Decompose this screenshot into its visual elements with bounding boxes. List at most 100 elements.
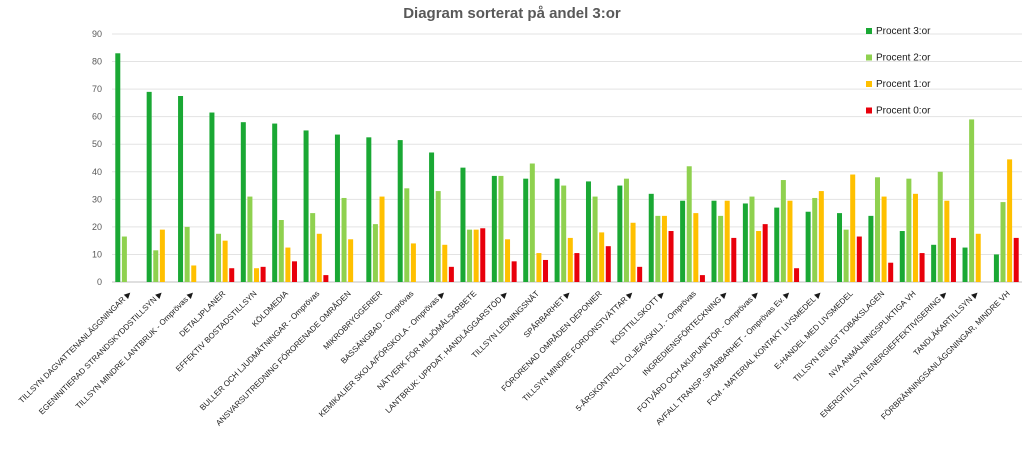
bar-procent-1-or-23 bbox=[850, 174, 856, 282]
bar-procent-2-or-20 bbox=[749, 196, 755, 282]
bar-procent-2-or-12 bbox=[498, 175, 504, 282]
bar-procent-3-or-23 bbox=[837, 213, 843, 282]
bar-procent-3-or-15 bbox=[585, 181, 591, 282]
bar-procent-2-or-5 bbox=[278, 220, 284, 282]
bar-procent-1-or-24 bbox=[881, 196, 887, 282]
bar-procent-1-or-13 bbox=[536, 253, 542, 282]
bar-procent-1-or-1 bbox=[159, 229, 165, 282]
y-tick-label: 0 bbox=[97, 277, 102, 287]
bar-procent-1-or-27 bbox=[975, 233, 981, 282]
bar-procent-1-or-4 bbox=[254, 268, 260, 282]
bar-procent-0-or-26 bbox=[950, 237, 956, 282]
bar-procent-2-or-25 bbox=[906, 178, 912, 282]
bar-procent-3-or-13 bbox=[523, 178, 529, 282]
bar-procent-0-or-13 bbox=[543, 259, 549, 282]
bar-procent-2-or-6 bbox=[310, 213, 316, 282]
bars bbox=[115, 53, 1019, 283]
bar-procent-3-or-4 bbox=[240, 122, 246, 283]
y-tick-label: 30 bbox=[92, 194, 102, 204]
bar-procent-2-or-2 bbox=[184, 226, 190, 282]
legend-swatch bbox=[866, 81, 872, 87]
bar-procent-2-or-18 bbox=[686, 166, 692, 282]
bar-procent-2-or-0 bbox=[121, 236, 127, 282]
y-tick-label: 40 bbox=[92, 167, 102, 177]
bar-procent-3-or-19 bbox=[711, 200, 717, 282]
bar-procent-1-or-25 bbox=[912, 193, 918, 282]
bar-procent-1-or-8 bbox=[379, 196, 385, 282]
y-tick-label: 90 bbox=[92, 29, 102, 39]
bar-procent-2-or-7 bbox=[341, 197, 347, 282]
bar-procent-2-or-28 bbox=[1000, 202, 1006, 282]
bar-procent-0-or-5 bbox=[291, 261, 297, 282]
bar-procent-0-or-19 bbox=[731, 237, 737, 282]
bar-procent-1-or-21 bbox=[787, 200, 793, 282]
bar-procent-2-or-23 bbox=[843, 229, 849, 282]
y-tick-label: 80 bbox=[92, 57, 102, 67]
y-tick-label: 70 bbox=[92, 84, 102, 94]
bar-procent-0-or-12 bbox=[511, 261, 517, 282]
bar-procent-1-or-26 bbox=[944, 200, 950, 282]
bar-procent-3-or-26 bbox=[931, 244, 937, 282]
bar-procent-1-or-18 bbox=[693, 213, 699, 282]
bar-procent-3-or-11 bbox=[460, 167, 466, 282]
bar-procent-0-or-16 bbox=[637, 266, 643, 282]
bar-procent-2-or-13 bbox=[529, 163, 535, 282]
bar-procent-2-or-14 bbox=[561, 185, 567, 282]
legend-swatch bbox=[866, 28, 872, 34]
y-tick-label: 50 bbox=[92, 139, 102, 149]
legend-swatch bbox=[866, 107, 872, 114]
legend: Procent 3:or Procent 2:or Procent 1:or Proc… bbox=[866, 26, 931, 117]
bar-procent-3-or-14 bbox=[554, 178, 560, 282]
bar-procent-1-or-6 bbox=[316, 233, 322, 282]
bar-procent-2-or-3 bbox=[216, 233, 222, 282]
bar-procent-1-or-16 bbox=[630, 222, 636, 282]
bar-procent-3-or-22 bbox=[805, 211, 811, 282]
bar-procent-2-or-9 bbox=[404, 188, 410, 282]
bar-procent-2-or-16 bbox=[623, 178, 629, 282]
y-tick-label: 10 bbox=[92, 249, 102, 259]
bar-procent-3-or-20 bbox=[742, 203, 748, 282]
bar-procent-1-or-12 bbox=[505, 239, 511, 282]
bar-procent-2-or-24 bbox=[874, 177, 880, 282]
bar-procent-1-or-7 bbox=[348, 239, 354, 282]
bar-procent-0-or-25 bbox=[919, 253, 925, 282]
bar-procent-1-or-15 bbox=[599, 232, 605, 282]
bar-procent-1-or-10 bbox=[442, 244, 448, 282]
legend-swatch bbox=[866, 54, 872, 61]
bar-procent-1-or-20 bbox=[756, 231, 762, 282]
bar-procent-3-or-5 bbox=[272, 123, 278, 282]
bar-procent-0-or-28 bbox=[1013, 237, 1019, 282]
bar-procent-2-or-21 bbox=[780, 180, 786, 282]
legend-label: Procent 2:or bbox=[876, 53, 931, 64]
bar-procent-1-or-14 bbox=[567, 237, 573, 282]
bar-procent-0-or-15 bbox=[605, 246, 611, 282]
bar-procent-3-or-9 bbox=[397, 140, 403, 282]
bar-procent-1-or-3 bbox=[222, 240, 228, 282]
bar-procent-3-or-27 bbox=[962, 247, 968, 282]
bar-procent-3-or-28 bbox=[993, 254, 999, 282]
chart-title: Diagram sorterat på andel 3:or bbox=[403, 5, 621, 22]
bar-procent-3-or-6 bbox=[303, 130, 309, 282]
y-tick-label: 60 bbox=[92, 112, 102, 122]
bar-procent-1-or-9 bbox=[410, 243, 416, 282]
bar-procent-3-or-16 bbox=[617, 185, 623, 282]
bar-procent-0-or-17 bbox=[668, 231, 674, 282]
bar-procent-3-or-7 bbox=[334, 134, 340, 282]
bar-procent-1-or-11 bbox=[473, 229, 479, 282]
bar-procent-1-or-2 bbox=[191, 265, 197, 282]
bar-procent-2-or-1 bbox=[153, 250, 159, 282]
bar-procent-1-or-28 bbox=[1007, 159, 1013, 282]
bar-procent-1-or-22 bbox=[818, 191, 824, 282]
bar-procent-3-or-8 bbox=[366, 137, 372, 282]
bar-procent-2-or-8 bbox=[372, 224, 378, 282]
legend-label: Procent 1:or bbox=[876, 79, 931, 90]
bar-procent-3-or-12 bbox=[491, 175, 497, 282]
bar-procent-3-or-18 bbox=[680, 200, 686, 282]
bar-procent-0-or-10 bbox=[448, 266, 454, 282]
bar-procent-0-or-11 bbox=[480, 228, 486, 282]
bar-procent-0-or-4 bbox=[260, 266, 266, 282]
bar-procent-3-or-1 bbox=[146, 91, 152, 283]
bar-procent-2-or-26 bbox=[937, 171, 943, 282]
bar-procent-1-or-5 bbox=[285, 247, 291, 282]
